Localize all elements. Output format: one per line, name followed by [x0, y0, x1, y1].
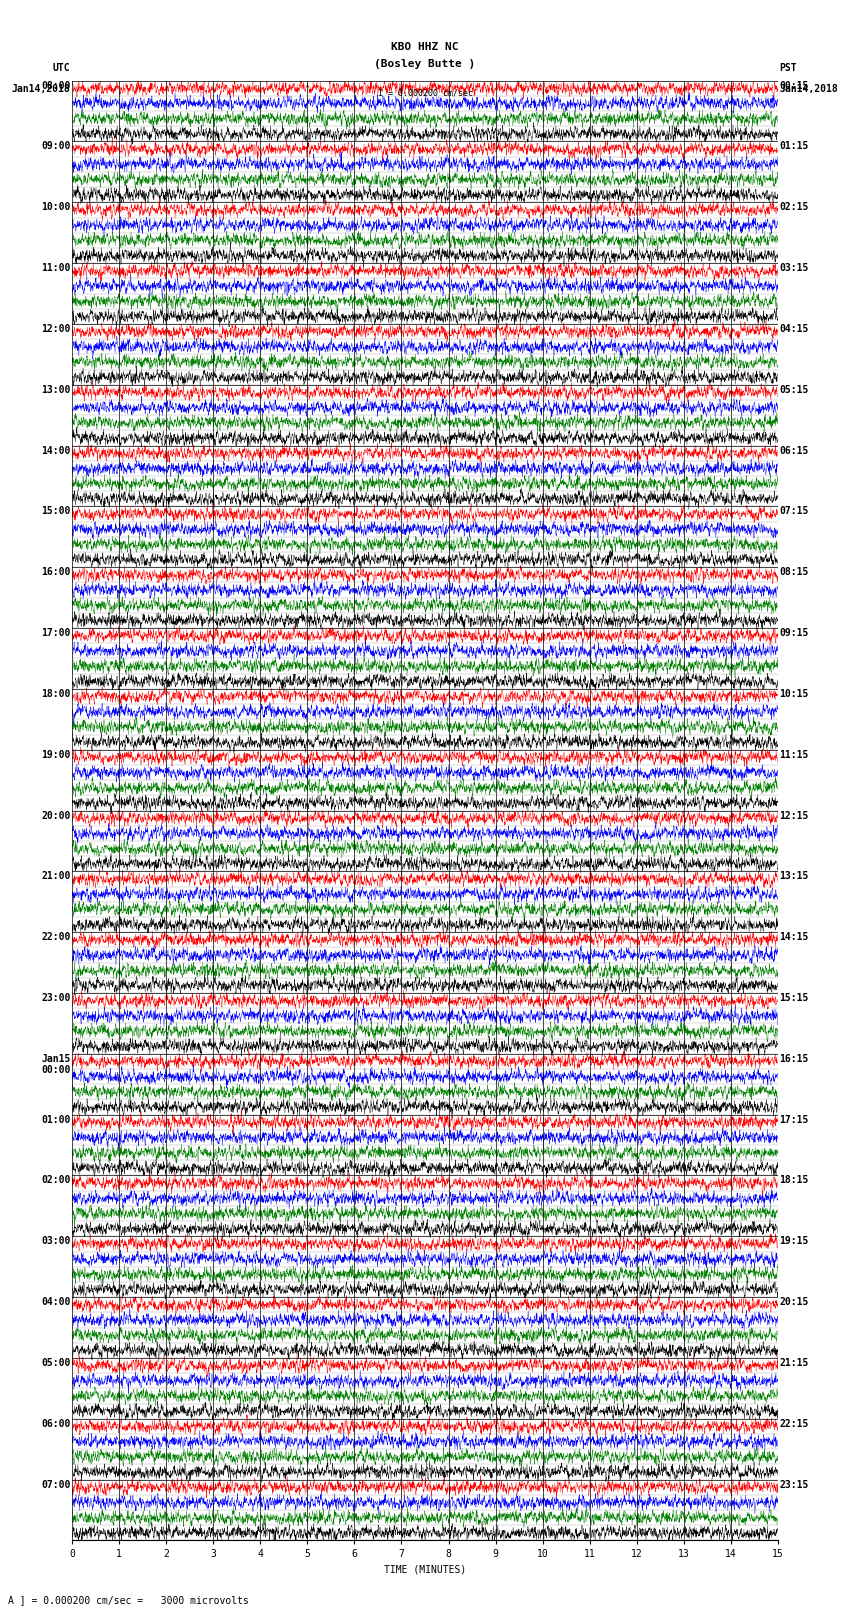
- Text: 13:15: 13:15: [779, 871, 809, 881]
- Text: 15:15: 15:15: [779, 994, 809, 1003]
- Text: 23:00: 23:00: [41, 994, 71, 1003]
- Text: 10:00: 10:00: [41, 202, 71, 213]
- Text: 01:15: 01:15: [779, 142, 809, 152]
- Text: 03:15: 03:15: [779, 263, 809, 273]
- Text: 02:15: 02:15: [779, 202, 809, 213]
- Text: 18:15: 18:15: [779, 1176, 809, 1186]
- Text: 07:15: 07:15: [779, 506, 809, 516]
- Text: 04:00: 04:00: [41, 1297, 71, 1307]
- X-axis label: TIME (MINUTES): TIME (MINUTES): [384, 1565, 466, 1574]
- Text: 09:15: 09:15: [779, 627, 809, 639]
- Text: 20:00: 20:00: [41, 811, 71, 821]
- Text: 23:15: 23:15: [779, 1479, 809, 1489]
- Text: 15:00: 15:00: [41, 506, 71, 516]
- Text: 16:00: 16:00: [41, 568, 71, 577]
- Text: 08:15: 08:15: [779, 568, 809, 577]
- Text: A ] = 0.000200 cm/sec =   3000 microvolts: A ] = 0.000200 cm/sec = 3000 microvolts: [8, 1595, 249, 1605]
- Text: 16:15: 16:15: [779, 1053, 809, 1065]
- Text: KBO HHZ NC: KBO HHZ NC: [391, 42, 459, 52]
- Text: UTC: UTC: [53, 63, 71, 73]
- Text: 17:15: 17:15: [779, 1115, 809, 1124]
- Text: 05:00: 05:00: [41, 1358, 71, 1368]
- Text: 11:00: 11:00: [41, 263, 71, 273]
- Text: (Bosley Butte ): (Bosley Butte ): [374, 60, 476, 69]
- Text: 02:00: 02:00: [41, 1176, 71, 1186]
- Text: I = 0.000200 cm/sec: I = 0.000200 cm/sec: [377, 89, 473, 98]
- Text: 22:00: 22:00: [41, 932, 71, 942]
- Text: Jan15
00:00: Jan15 00:00: [41, 1053, 71, 1076]
- Text: 06:00: 06:00: [41, 1419, 71, 1429]
- Text: 13:00: 13:00: [41, 386, 71, 395]
- Text: 14:00: 14:00: [41, 445, 71, 455]
- Text: 08:00: 08:00: [41, 81, 71, 90]
- Text: 21:15: 21:15: [779, 1358, 809, 1368]
- Text: 19:00: 19:00: [41, 750, 71, 760]
- Text: 01:00: 01:00: [41, 1115, 71, 1124]
- Text: 18:00: 18:00: [41, 689, 71, 698]
- Text: 17:00: 17:00: [41, 627, 71, 639]
- Text: 05:15: 05:15: [779, 386, 809, 395]
- Text: Jan14,2018: Jan14,2018: [12, 84, 71, 94]
- Text: 11:15: 11:15: [779, 750, 809, 760]
- Text: 10:15: 10:15: [779, 689, 809, 698]
- Text: 03:00: 03:00: [41, 1236, 71, 1247]
- Text: 12:00: 12:00: [41, 324, 71, 334]
- Text: 09:00: 09:00: [41, 142, 71, 152]
- Text: 14:15: 14:15: [779, 932, 809, 942]
- Text: PST: PST: [779, 63, 797, 73]
- Text: 00:15: 00:15: [779, 81, 809, 90]
- Text: Jan14,2018: Jan14,2018: [779, 84, 838, 94]
- Text: 12:15: 12:15: [779, 811, 809, 821]
- Text: 19:15: 19:15: [779, 1236, 809, 1247]
- Text: 21:00: 21:00: [41, 871, 71, 881]
- Text: 20:15: 20:15: [779, 1297, 809, 1307]
- Text: 06:15: 06:15: [779, 445, 809, 455]
- Text: 07:00: 07:00: [41, 1479, 71, 1489]
- Text: 04:15: 04:15: [779, 324, 809, 334]
- Text: 22:15: 22:15: [779, 1419, 809, 1429]
